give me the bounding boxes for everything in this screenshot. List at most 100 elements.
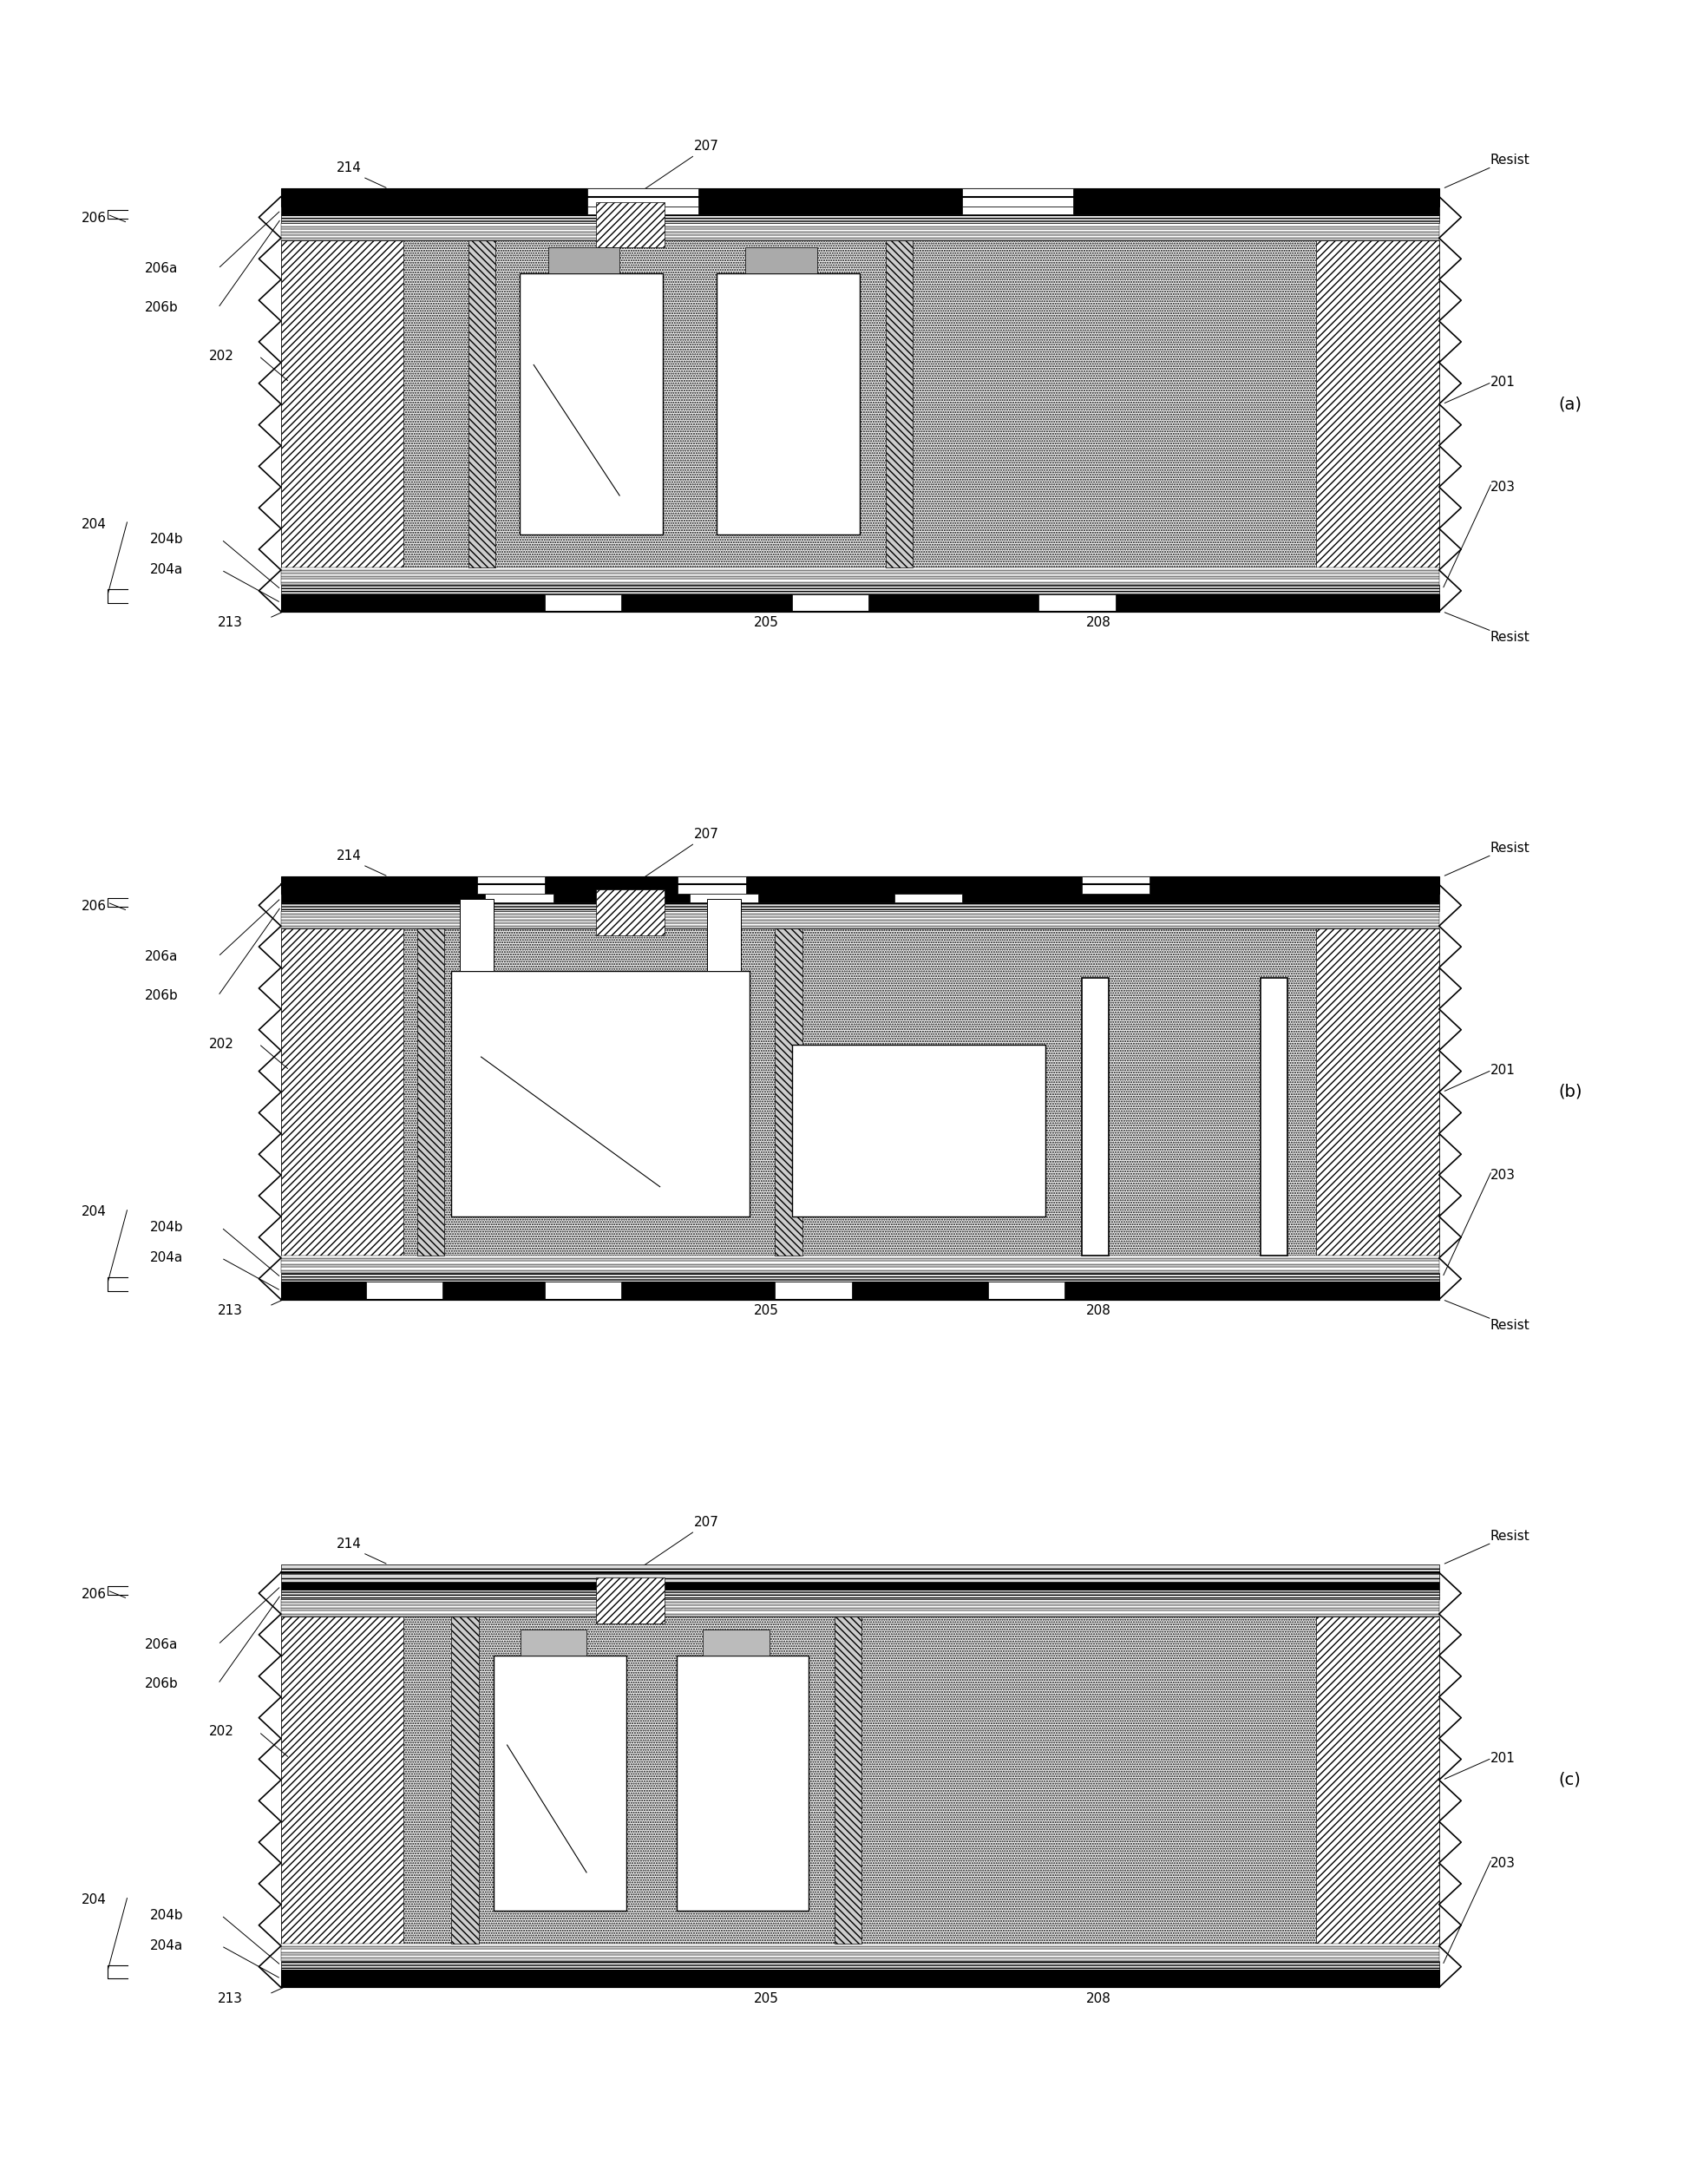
Text: (c): (c) [1558, 1771, 1580, 1789]
Bar [886, 240, 913, 568]
Bar [281, 1581, 1439, 1590]
Bar [366, 1282, 443, 1299]
Text: 204: 204 [82, 1206, 106, 1219]
Bar [451, 972, 749, 1216]
Bar [281, 1607, 1439, 1612]
Bar [988, 1282, 1064, 1299]
Bar [281, 1605, 1439, 1607]
Bar [1081, 978, 1109, 1256]
Bar [281, 919, 1439, 924]
Bar [281, 229, 1439, 232]
Bar [281, 1612, 1439, 1614]
Bar [596, 1577, 664, 1623]
Bar [281, 1970, 1439, 1987]
Text: 204a: 204a [150, 1939, 184, 1952]
Text: 214: 214 [337, 1538, 361, 1551]
Bar [281, 1564, 1439, 1581]
Bar [775, 928, 802, 1256]
Bar [281, 1599, 1439, 1603]
Bar [281, 1952, 1439, 1955]
Bar [703, 1629, 770, 1655]
Bar [792, 594, 869, 612]
Text: Resist: Resist [1490, 1529, 1529, 1542]
Bar [281, 240, 404, 568]
Bar [1316, 928, 1439, 1256]
Text: 205: 205 [754, 616, 778, 629]
Bar [281, 928, 404, 1256]
Bar [894, 893, 962, 902]
Bar [451, 1616, 479, 1944]
Text: 206b: 206b [145, 301, 179, 314]
Bar [460, 900, 494, 972]
Bar [281, 223, 1439, 227]
Bar [746, 247, 817, 273]
Bar [281, 236, 1439, 238]
Text: 206a: 206a [145, 950, 179, 963]
Bar [690, 893, 758, 902]
Text: 207: 207 [695, 140, 719, 153]
Bar [717, 273, 860, 535]
Bar [281, 572, 1439, 577]
Text: 207: 207 [695, 828, 719, 841]
Bar [281, 893, 1439, 902]
Bar [281, 1273, 1439, 1282]
Bar [588, 205, 698, 214]
Bar [281, 1961, 1439, 1970]
Text: 203: 203 [1490, 480, 1516, 494]
Bar [281, 1948, 1439, 1952]
Bar [485, 893, 553, 902]
Text: Resist: Resist [1490, 841, 1529, 854]
Bar [281, 1603, 1439, 1605]
Bar [707, 900, 741, 972]
Bar [281, 579, 1439, 581]
Bar [545, 594, 622, 612]
Bar [281, 581, 1439, 585]
Bar [494, 1655, 627, 1911]
Bar [281, 1614, 1439, 1616]
Text: 214: 214 [337, 162, 361, 175]
Text: 206: 206 [82, 212, 106, 225]
Text: 204b: 204b [150, 1221, 184, 1234]
Bar [281, 1282, 1439, 1299]
Text: Resist: Resist [1490, 631, 1529, 644]
Bar [545, 1282, 622, 1299]
Bar [281, 917, 1439, 919]
Text: 201: 201 [1490, 1064, 1516, 1077]
Text: (b): (b) [1558, 1083, 1582, 1101]
Text: 205: 205 [754, 1992, 778, 2005]
Bar [596, 889, 664, 935]
Bar [281, 1957, 1439, 1961]
Bar [281, 1616, 1439, 1944]
Bar [1316, 1616, 1439, 1944]
Text: 213: 213 [218, 1304, 242, 1317]
Text: 202: 202 [209, 1037, 233, 1051]
Text: 206b: 206b [145, 1677, 179, 1690]
Text: 208: 208 [1087, 1304, 1110, 1317]
Text: Resist: Resist [1490, 1319, 1529, 1332]
Bar [519, 273, 662, 535]
Bar [281, 911, 1439, 915]
Text: 201: 201 [1490, 1752, 1516, 1765]
Bar [468, 240, 496, 568]
Text: 201: 201 [1490, 376, 1516, 389]
Bar [281, 570, 1439, 572]
Bar [281, 1256, 1439, 1258]
Text: 214: 214 [337, 850, 361, 863]
Text: 204a: 204a [150, 563, 184, 577]
Bar [548, 247, 620, 273]
Bar [281, 1265, 1439, 1267]
Bar [281, 240, 1439, 568]
Bar [281, 577, 1439, 579]
Text: 206a: 206a [145, 1638, 179, 1651]
Bar [281, 1944, 1439, 1946]
Bar [477, 876, 545, 893]
Text: 202: 202 [209, 1725, 233, 1738]
Text: 206a: 206a [145, 262, 179, 275]
Text: Resist: Resist [1490, 153, 1529, 166]
Bar [281, 1267, 1439, 1269]
Text: 207: 207 [695, 1516, 719, 1529]
Bar [281, 1616, 404, 1944]
Bar [281, 1946, 1439, 1948]
Text: 208: 208 [1087, 616, 1110, 629]
Bar [281, 594, 1439, 612]
